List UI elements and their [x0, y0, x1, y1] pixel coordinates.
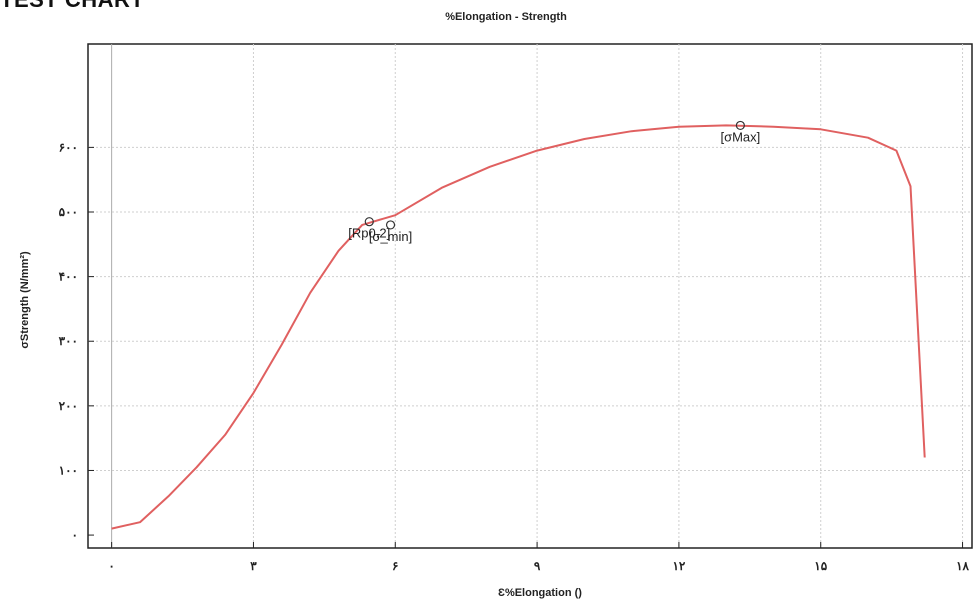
annotation-marker — [735, 120, 745, 131]
annotation-label: [σ_min] — [369, 229, 412, 244]
x-tick-label: ۱۲ — [672, 559, 685, 573]
y-axis-label: σStrength (N/mm²) — [19, 251, 31, 349]
series-line — [111, 124, 926, 530]
y-tick-label: ۴۰۰ — [59, 270, 78, 284]
y-tick-label: ۶۰۰ — [59, 140, 78, 154]
axis-ticks: ۰ ۳ ۶ ۹ ۱۲ ۱۵ ۱۸ ۰ ۱۰۰ ۲۰۰ ۳۰۰ ۴۰۰ ۵۰۰ ۶۰۰ — [59, 140, 970, 573]
page-heading: TEST CHART — [0, 0, 144, 13]
annotation-label: [Rp0.2] — [348, 226, 390, 241]
annotation-marker — [364, 217, 374, 227]
y-tick-label: ۱۰۰ — [59, 463, 78, 477]
plot-frame — [87, 43, 973, 549]
grid — [88, 44, 972, 548]
y-tick-label: ۰ — [72, 528, 78, 542]
chart-title: %Elongation - Strength — [445, 11, 567, 23]
annotation-marker — [385, 220, 396, 230]
series-layer — [111, 124, 926, 530]
annotations: [σMax] [Rp0.2][σ_min] — [348, 120, 760, 244]
x-tick-label: ۹ — [534, 559, 541, 573]
x-tick-label: ۱۵ — [814, 559, 827, 573]
x-tick-label: ۰ — [108, 559, 114, 573]
x-axis-label: Ɛ%Elongation () — [498, 587, 582, 599]
y-tick-label: ۳۰۰ — [59, 334, 78, 348]
annotation-label: [σMax] — [720, 129, 760, 144]
y-tick-label: ۲۰۰ — [59, 399, 78, 413]
x-tick-label: ۳ — [250, 559, 257, 573]
x-tick-label: ۶ — [392, 559, 398, 573]
y-tick-label: ۵۰۰ — [59, 205, 78, 219]
x-tick-label: ۱۸ — [956, 559, 969, 573]
